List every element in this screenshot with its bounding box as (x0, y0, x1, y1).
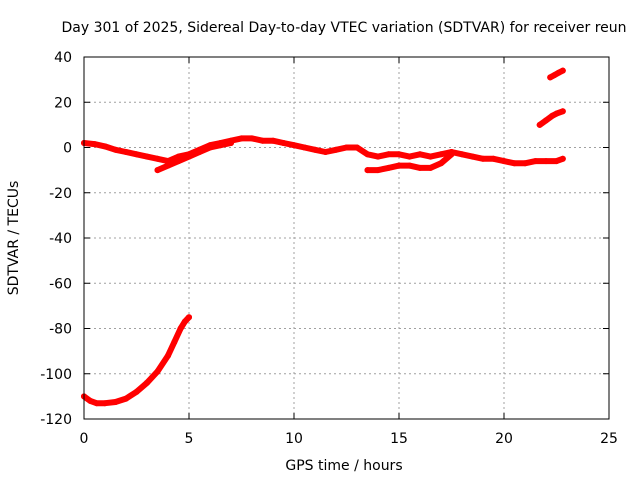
data-point-lower-branch-3 (186, 153, 192, 160)
data-point-main-track-2 (102, 143, 108, 150)
x-tick-label-2: 10 (285, 431, 303, 447)
data-point-early-arc-8 (154, 368, 161, 375)
data-point-main-track-40 (501, 158, 507, 165)
y-tick-label-7: 20 (54, 95, 72, 111)
data-point-top-right-segment-2-3 (559, 67, 566, 74)
data-point-early-arc-7 (144, 379, 150, 386)
data-point-main-track-20 (291, 142, 297, 149)
data-point-main-track-42 (522, 160, 528, 167)
data-point-main-track-34 (438, 151, 444, 158)
data-point-main-track-25 (343, 144, 350, 151)
x-tick-label-4: 20 (495, 431, 513, 447)
data-point-main-track-46 (559, 155, 566, 162)
y-tick-label-2: -80 (49, 322, 72, 338)
y-tick-label-5: -20 (49, 186, 72, 202)
data-point-lower-branch-6 (217, 142, 224, 149)
data-point-main-track-36 (459, 151, 465, 158)
data-point-lower-branch-5 (207, 144, 213, 151)
data-point-main-track-26 (354, 144, 360, 151)
data-point-early-arc-6 (133, 388, 140, 395)
data-point-lower-branch-2 (175, 158, 182, 165)
data-point-early-arc-1 (87, 397, 94, 404)
data-point-main-track-38 (480, 155, 486, 162)
data-point-main-track-23 (322, 149, 329, 155)
data-point-main-track-6 (144, 153, 150, 160)
x-tick-label-5: 25 (600, 431, 618, 447)
x-axis-label: GPS time / hours (285, 458, 402, 474)
data-point-early-arc-5 (123, 395, 129, 402)
data-point-main-track-32 (417, 151, 423, 158)
data-point-main-track-15 (238, 135, 245, 142)
axis-ticks: 0 5 10 15 20 25 -120 -100 -80 -60 -40 -20 0 20 40 (40, 50, 618, 447)
data-point-main-track-37 (469, 153, 476, 160)
data-point-main-track-29 (385, 151, 392, 158)
y-tick-label-4: -40 (49, 231, 72, 247)
data-point-top-right-segment-1-1 (543, 117, 549, 124)
data-point-main-track-31 (406, 153, 413, 160)
data-point-top-right-segment-1-0 (536, 121, 543, 128)
data-point-late-branch-7 (438, 160, 444, 167)
data-point-late-branch-6 (427, 164, 434, 171)
y-axis-label: SDTVAR / TECUs (6, 181, 22, 296)
data-point-main-track-18 (270, 137, 276, 144)
data-point-early-arc-4 (112, 399, 119, 405)
y-tick-label-1: -100 (40, 367, 72, 383)
chart-title: Day 301 of 2025, Sidereal Day-to-day VTE… (61, 20, 626, 36)
y-tick-label-8: 40 (54, 50, 72, 66)
x-tick-label-1: 5 (185, 431, 194, 447)
data-point-lower-branch-0 (154, 167, 161, 174)
data-point-early-arc-9 (165, 352, 171, 359)
data-point-main-track-4 (123, 149, 129, 155)
data-point-main-track-28 (375, 153, 381, 160)
data-point-main-track-16 (249, 135, 255, 142)
data-point-main-track-17 (259, 137, 266, 144)
y-tick-label-3: -60 (49, 276, 72, 292)
data-point-late-branch-3 (396, 162, 402, 169)
data-point-late-branch-0 (364, 167, 371, 174)
data-point-main-track-27 (364, 151, 371, 158)
data-point-late-branch-5 (417, 164, 423, 171)
data-point-main-track-1 (91, 141, 98, 148)
data-point-early-arc-3 (102, 400, 108, 407)
data-point-main-track-33 (427, 153, 434, 160)
data-point-early-arc-12 (181, 318, 188, 325)
data-point-late-branch-4 (406, 162, 413, 169)
data-point-main-track-44 (543, 158, 549, 165)
data-point-top-right-segment-1-3 (553, 110, 560, 117)
y-tick-label-0: -120 (40, 412, 72, 428)
data-point-main-track-19 (280, 140, 287, 146)
y-tick-label-6: 0 (63, 141, 72, 157)
data-point-late-branch-1 (375, 167, 381, 174)
data-point-lower-branch-4 (196, 149, 203, 155)
data-point-main-track-22 (312, 146, 318, 153)
x-tick-label-0: 0 (80, 431, 89, 447)
data-point-main-track-21 (301, 144, 308, 151)
data-point-main-track-5 (133, 151, 140, 158)
data-point-main-track-7 (154, 155, 161, 162)
data-point-main-track-30 (396, 151, 402, 158)
data-point-lower-branch-1 (165, 162, 171, 169)
data-point-late-branch-8 (448, 151, 455, 158)
data-series (81, 67, 566, 407)
data-point-early-arc-10 (171, 339, 178, 346)
data-point-main-track-43 (532, 158, 539, 165)
data-point-lower-branch-7 (228, 140, 234, 146)
data-point-late-branch-2 (385, 164, 392, 171)
x-tick-label-3: 15 (390, 431, 408, 447)
data-point-main-track-41 (511, 160, 518, 167)
data-point-main-track-3 (112, 146, 119, 153)
data-point-main-track-39 (490, 155, 497, 162)
data-point-top-right-segment-1-4 (559, 108, 566, 115)
grid (84, 57, 609, 419)
data-point-early-arc-13 (186, 314, 192, 321)
data-point-early-arc-11 (177, 325, 184, 332)
data-point-early-arc-2 (93, 400, 100, 407)
data-point-main-track-45 (553, 158, 560, 165)
data-point-main-track-24 (333, 146, 339, 153)
